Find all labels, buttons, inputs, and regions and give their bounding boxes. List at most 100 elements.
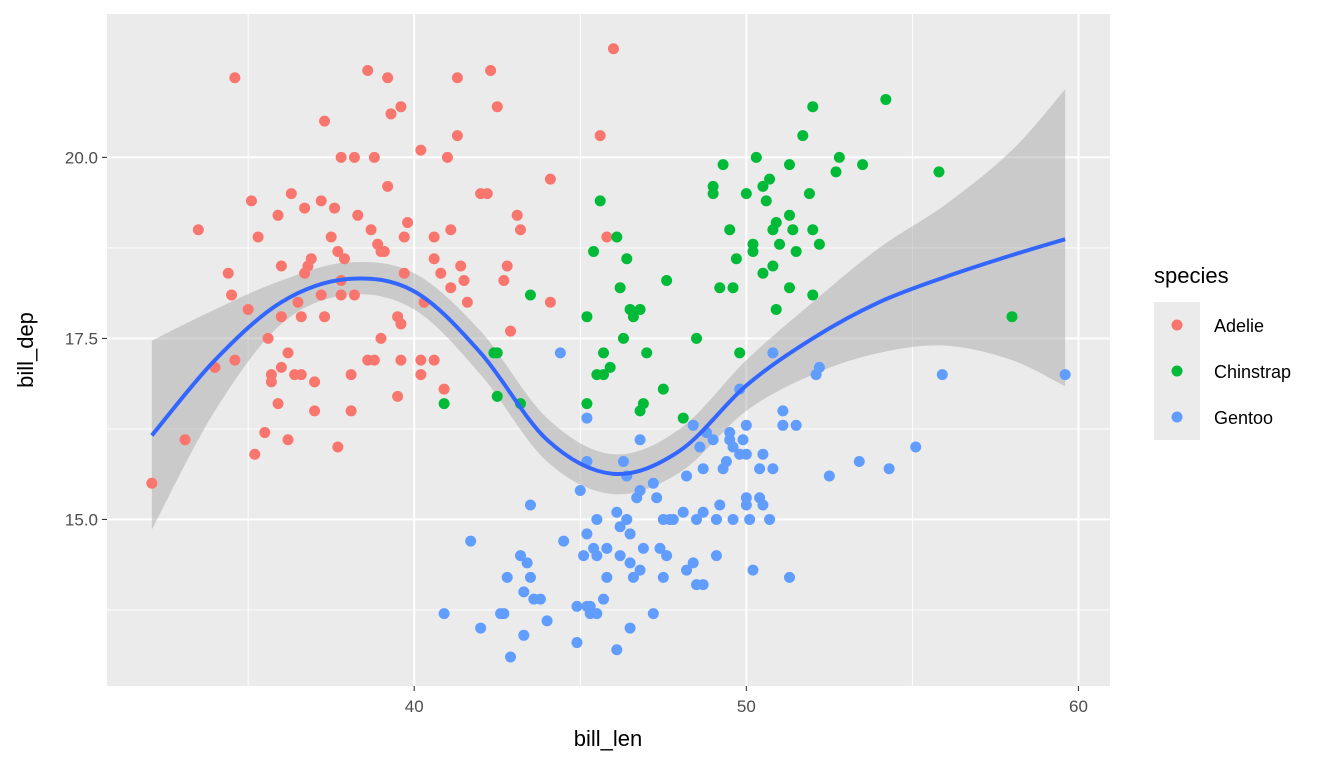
point-adelie [501, 260, 513, 272]
point-gentoo [720, 456, 732, 468]
point-chinstrap [740, 188, 752, 200]
point-adelie [332, 246, 344, 258]
point-gentoo [687, 419, 699, 431]
point-chinstrap [714, 282, 726, 294]
point-gentoo [521, 557, 533, 569]
point-chinstrap [784, 282, 796, 294]
point-chinstrap [787, 224, 799, 236]
point-adelie [458, 274, 470, 286]
point-adelie [275, 361, 287, 373]
point-chinstrap [750, 151, 762, 163]
point-gentoo [710, 550, 722, 562]
point-gentoo [727, 513, 739, 525]
point-gentoo [634, 564, 646, 576]
point-chinstrap [604, 361, 616, 373]
x-axis-title: bill_len [574, 726, 643, 751]
point-chinstrap [727, 282, 739, 294]
point-gentoo [657, 571, 669, 583]
point-chinstrap [857, 159, 869, 171]
point-gentoo [637, 542, 649, 554]
point-adelie [229, 354, 241, 366]
point-gentoo [681, 470, 693, 482]
point-adelie [435, 267, 447, 279]
point-chinstrap [661, 274, 673, 286]
point-adelie [461, 296, 473, 308]
point-adelie [348, 151, 360, 163]
point-gentoo [823, 470, 835, 482]
points-layer [146, 43, 1071, 663]
point-gentoo [574, 484, 586, 496]
point-adelie [345, 405, 357, 417]
point-adelie [395, 354, 407, 366]
point-adelie [385, 108, 397, 120]
point-adelie [455, 260, 467, 272]
point-gentoo [634, 484, 646, 496]
point-gentoo [584, 600, 596, 612]
point-adelie [192, 224, 204, 236]
point-chinstrap [641, 347, 653, 359]
point-gentoo [498, 608, 510, 620]
point-chinstrap [707, 180, 719, 192]
point-chinstrap [617, 332, 629, 344]
y-axis-title: bill_dep [13, 312, 38, 388]
point-gentoo [681, 564, 693, 576]
point-gentoo [714, 499, 726, 511]
point-gentoo [777, 419, 789, 431]
point-adelie [335, 151, 347, 163]
point-adelie [348, 289, 360, 301]
point-adelie [544, 296, 556, 308]
point-chinstrap [627, 311, 639, 323]
point-gentoo [694, 441, 706, 453]
point-gentoo [757, 499, 769, 511]
point-chinstrap [594, 195, 606, 207]
point-adelie [382, 72, 394, 84]
point-adelie [262, 332, 274, 344]
point-adelie [428, 354, 440, 366]
point-gentoo [936, 369, 948, 381]
point-gentoo [571, 600, 583, 612]
point-adelie [368, 354, 380, 366]
point-chinstrap [657, 383, 669, 395]
point-adelie [319, 115, 331, 127]
point-adelie [319, 311, 331, 323]
point-chinstrap [730, 253, 742, 265]
point-adelie [395, 318, 407, 330]
point-adelie [315, 289, 327, 301]
point-gentoo [767, 463, 779, 475]
point-gentoo [727, 441, 739, 453]
point-gentoo [581, 528, 593, 540]
point-chinstrap [784, 209, 796, 221]
point-adelie [601, 231, 613, 243]
point-gentoo [614, 521, 626, 533]
confidence-band [151, 89, 1066, 530]
point-adelie [309, 376, 321, 388]
point-adelie [222, 267, 234, 279]
point-gentoo [534, 593, 546, 605]
point-chinstrap [491, 390, 503, 402]
point-adelie [451, 72, 463, 84]
point-chinstrap [724, 224, 736, 236]
legend-key-gentoo [1171, 411, 1183, 423]
point-adelie [415, 369, 427, 381]
point-chinstrap [760, 195, 772, 207]
gridlines [107, 14, 1110, 686]
point-adelie [398, 267, 410, 279]
y-tick-label: 15.0 [65, 510, 98, 529]
point-adelie [285, 188, 297, 200]
point-gentoo [740, 419, 752, 431]
point-chinstrap [598, 369, 610, 381]
point-adelie [438, 383, 450, 395]
point-gentoo [624, 528, 636, 540]
point-gentoo [518, 586, 530, 598]
point-chinstrap [807, 101, 819, 113]
point-gentoo [813, 361, 825, 373]
point-adelie [309, 405, 321, 417]
point-adelie [226, 289, 238, 301]
point-adelie [607, 43, 619, 55]
point-adelie [428, 231, 440, 243]
point-chinstrap [803, 188, 815, 200]
point-gentoo [465, 535, 477, 547]
point-chinstrap [598, 347, 610, 359]
point-adelie [398, 231, 410, 243]
